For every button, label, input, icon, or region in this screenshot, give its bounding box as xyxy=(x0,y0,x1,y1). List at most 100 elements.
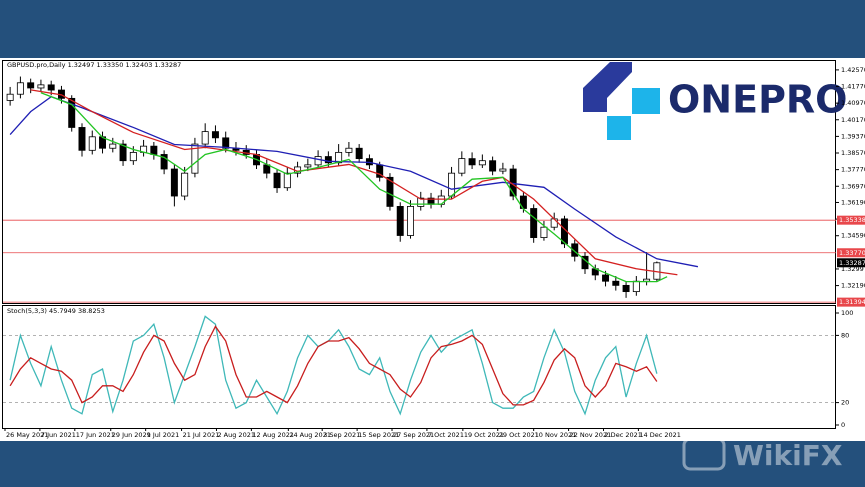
logo-text: ONEPRO xyxy=(668,78,847,122)
x-tick-label: 10 Nov 2021 xyxy=(535,431,577,439)
y-tick-label: 0 xyxy=(841,421,845,429)
candle-body xyxy=(283,172,291,189)
x-tick-label: 2 Aug 2021 xyxy=(217,431,255,439)
candle-body xyxy=(119,143,127,162)
y-tick-label: 1.3299 xyxy=(841,265,864,273)
y-tick-label: 1.39370 xyxy=(841,132,865,140)
x-tick-label: 21 Jul 2021 xyxy=(183,431,220,439)
candle-body xyxy=(396,206,404,236)
x-tick-label: 7 Jun 2021 xyxy=(41,431,76,439)
y-tick-label: 1.32190 xyxy=(841,282,865,290)
logo-mark xyxy=(632,88,660,114)
x-tick-label: 17 Jun 2021 xyxy=(76,431,115,439)
x-tick-label: 29 Oct 2021 xyxy=(499,431,539,439)
candle-body xyxy=(6,93,14,101)
candle-body xyxy=(68,97,76,128)
y-tick-label: 100 xyxy=(841,309,853,317)
stoch-line xyxy=(9,325,658,406)
price-level-label: 1.33770 xyxy=(839,249,865,257)
moving-average xyxy=(30,89,678,276)
candle-body xyxy=(550,218,558,228)
price-level-label: 1.31394 xyxy=(839,298,865,306)
candle-body xyxy=(386,176,394,207)
candle-body xyxy=(304,164,312,168)
x-tick-label: 19 Oct 2021 xyxy=(464,431,504,439)
candle-body xyxy=(88,136,96,151)
candle-body xyxy=(499,168,507,172)
logo-mark xyxy=(583,62,632,112)
price-level-box xyxy=(837,258,865,268)
candle-body xyxy=(417,197,425,207)
y-tick-label: 1.36970 xyxy=(841,182,865,190)
x-tick-label: 15 Sep 2021 xyxy=(358,431,399,439)
y-tick-label: 80 xyxy=(841,331,849,339)
candle-body xyxy=(191,143,199,174)
price-panel xyxy=(2,60,836,304)
onepro-logo: ONEPRO xyxy=(583,62,847,140)
candle-body xyxy=(530,208,538,238)
y-tick-label: 1.42570 xyxy=(841,66,865,74)
price-level-label: 1.33287 xyxy=(839,259,865,267)
moving-average xyxy=(9,95,699,268)
candle-body xyxy=(129,151,137,162)
price-level-box xyxy=(837,215,865,225)
candle-body xyxy=(622,284,630,293)
x-tick-label: 22 Nov 2021 xyxy=(570,431,612,439)
y-tick-label: 1.36190 xyxy=(841,198,865,206)
price-level-box xyxy=(837,248,865,258)
watermark-icon xyxy=(682,437,726,471)
candle-body xyxy=(78,127,86,151)
y-tick-label: 1.38570 xyxy=(841,149,865,157)
candle-body xyxy=(37,84,45,89)
candle-body xyxy=(448,172,456,197)
candle-body xyxy=(571,243,579,257)
x-tick-label: 14 Dec 2021 xyxy=(639,431,681,439)
y-tick-label: 1.37770 xyxy=(841,166,865,174)
y-tick-label: 1.40970 xyxy=(841,99,865,107)
x-tick-label: 27 Sep 2021 xyxy=(393,431,434,439)
y-tick-label: 1.40170 xyxy=(841,116,865,124)
candle-body xyxy=(109,143,117,149)
candle-body xyxy=(324,156,332,164)
candle-body xyxy=(643,278,651,282)
x-tick-label: 24 Aug 2021 xyxy=(289,431,331,439)
x-tick-label: 3 Sep 2021 xyxy=(323,431,360,439)
price-level-box xyxy=(837,297,865,307)
candle-body xyxy=(170,168,178,197)
stoch-panel xyxy=(2,305,836,429)
stoch-header: Stoch(5,3,3) 45.7949 38.8253 xyxy=(7,307,105,315)
candle-body xyxy=(47,84,55,91)
candle-body xyxy=(222,137,230,149)
candle-body xyxy=(612,280,620,286)
candle-body xyxy=(478,160,486,166)
y-tick-label: 1.34590 xyxy=(841,232,865,240)
candle-body xyxy=(16,82,24,95)
candle-body xyxy=(632,280,640,293)
x-tick-label: 26 May 2021 xyxy=(6,431,48,439)
x-tick-label: 2 Dec 2021 xyxy=(604,431,641,439)
chart-background xyxy=(0,58,865,441)
candle-body xyxy=(355,147,363,160)
candle-body xyxy=(345,147,353,153)
candle-body xyxy=(201,131,209,145)
candle-body xyxy=(211,131,219,139)
x-tick-label: 9 Jul 2021 xyxy=(147,431,180,439)
candle-body xyxy=(160,154,168,170)
x-tick-label: 29 Jun 2021 xyxy=(112,431,151,439)
moving-average xyxy=(40,92,668,283)
price-level-label: 1.35338 xyxy=(839,216,865,224)
candle-body xyxy=(335,151,343,164)
chart-header: GBPUSD.pro,Daily 1.32497 1.33350 1.32403… xyxy=(7,61,181,69)
candle-body xyxy=(181,172,189,197)
candle-body xyxy=(458,158,466,174)
watermark: WikiFX xyxy=(682,437,843,472)
candle-body xyxy=(314,156,322,166)
candle-body xyxy=(540,226,548,238)
candle-body xyxy=(150,145,158,155)
candle-body xyxy=(273,172,281,189)
watermark-text: WikiFX xyxy=(733,439,843,472)
candle-body xyxy=(27,82,35,89)
y-tick-label: 20 xyxy=(841,399,849,407)
